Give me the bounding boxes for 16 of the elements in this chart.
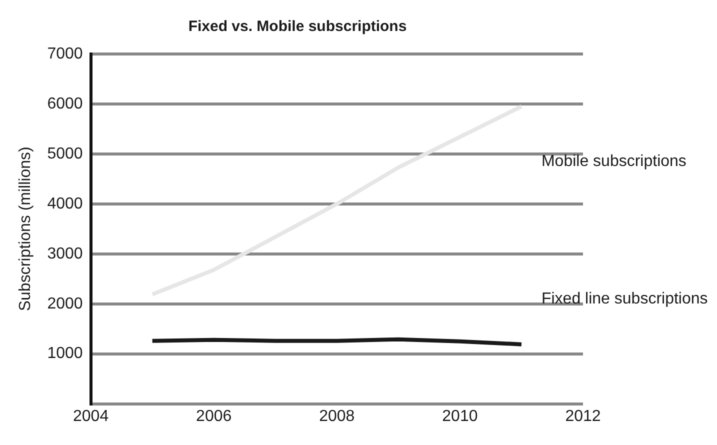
x-tick-label: 2004 bbox=[72, 408, 109, 425]
y-axis-title: Subscriptions (millions) bbox=[17, 146, 34, 312]
y-tick-label: 3000 bbox=[47, 245, 83, 262]
y-tick-label: 7000 bbox=[47, 45, 83, 62]
y-tick-label: 1000 bbox=[47, 345, 83, 362]
x-tick-label: 2006 bbox=[196, 408, 232, 425]
x-tick-label: 2012 bbox=[565, 408, 601, 425]
y-tick-label: 6000 bbox=[47, 95, 83, 112]
y-tick-label: 4000 bbox=[47, 195, 83, 212]
y-tick-label: 5000 bbox=[47, 145, 83, 162]
x-tick-label: 2010 bbox=[442, 408, 478, 425]
text: Fixed line subscriptions bbox=[541, 290, 708, 308]
y-tick-label: 2000 bbox=[47, 295, 83, 312]
text: Mobile subscriptions bbox=[541, 152, 686, 170]
x-tick-label: 2008 bbox=[319, 408, 355, 425]
chart-title: Fixed vs. Mobile subscriptions bbox=[188, 18, 407, 36]
